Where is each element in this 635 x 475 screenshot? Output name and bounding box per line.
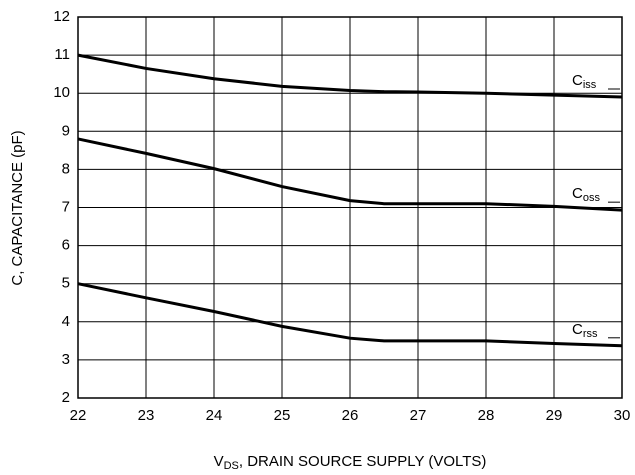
x-tick-label: 26 (342, 407, 359, 424)
series-line (77, 137, 623, 212)
y-tick-label: 8 (62, 160, 70, 177)
y-tick-label: 10 (53, 84, 70, 101)
x-tick-label: 27 (410, 407, 427, 424)
x-axis-label-main: V (214, 453, 224, 470)
series-label-main: C (572, 321, 583, 338)
series-label-sub: oss (583, 192, 601, 204)
y-tick-label: 6 (62, 237, 70, 254)
x-tick-label: 25 (274, 407, 291, 424)
y-tick-label: 12 (53, 8, 70, 25)
x-tick-label: 28 (478, 407, 495, 424)
y-tick-label: 3 (62, 351, 70, 368)
series-label: Crss (572, 321, 598, 340)
series-label-main: C (572, 185, 583, 202)
y-axis-label: C, CAPACITANCE (pF) (9, 130, 26, 285)
series-label: Ciss (572, 72, 597, 91)
series-label: Coss (572, 185, 600, 204)
y-tick-label: 9 (62, 122, 70, 139)
y-tick-label: 4 (62, 313, 70, 330)
x-axis-label-rest: , DRAIN SOURCE SUPPLY (VOLTS) (239, 453, 487, 470)
series-line (77, 282, 623, 348)
x-tick-label: 24 (206, 407, 223, 424)
series-line (77, 53, 623, 99)
x-tick-label: 29 (546, 407, 563, 424)
plot-frame (77, 16, 623, 399)
x-axis-label: VDS, DRAIN SOURCE SUPPLY (VOLTS) (214, 453, 487, 472)
y-tick-label: 2 (62, 389, 70, 406)
x-tick-label: 30 (614, 407, 631, 424)
x-axis-label-sub: DS (224, 460, 239, 472)
x-tick-label: 23 (138, 407, 155, 424)
series-label-sub: iss (583, 79, 597, 91)
series-label-sub: rss (583, 328, 598, 340)
x-tick-label: 22 (70, 407, 87, 424)
y-tick-label: 7 (62, 198, 70, 215)
series-label-main: C (572, 72, 583, 89)
y-tick-label: 11 (54, 46, 70, 63)
y-tick-label: 5 (62, 275, 70, 292)
